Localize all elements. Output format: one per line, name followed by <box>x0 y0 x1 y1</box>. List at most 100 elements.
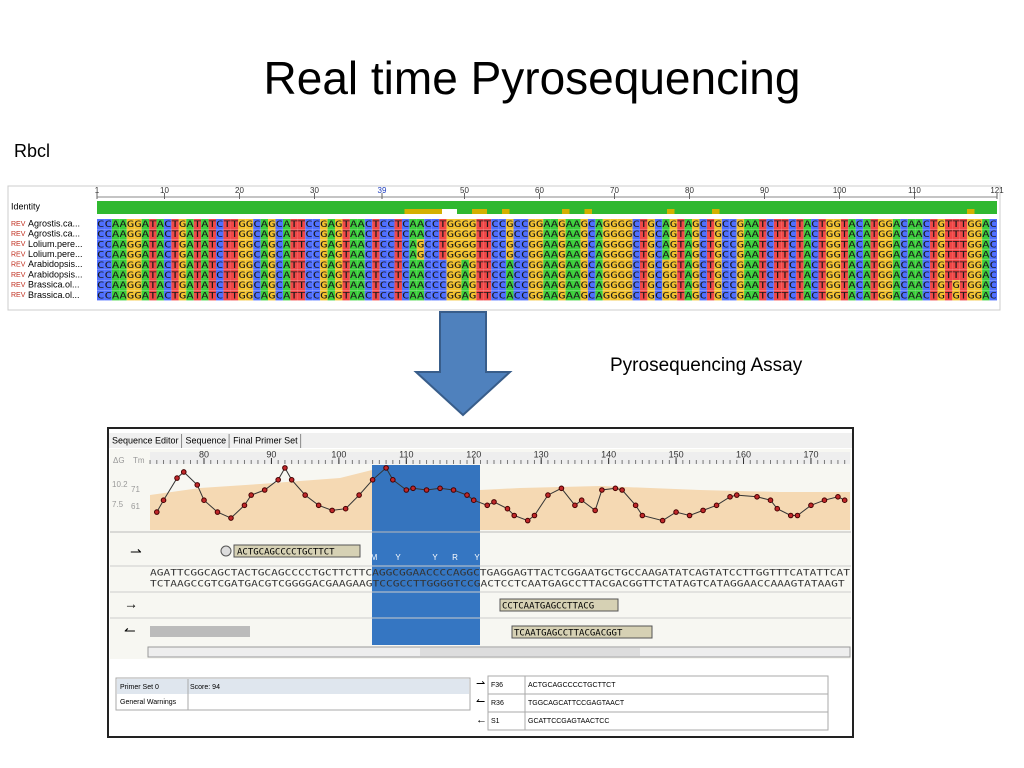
base-cell <box>216 239 224 250</box>
base-cell <box>684 249 693 260</box>
base-cell <box>959 219 968 229</box>
base-cell <box>238 249 246 260</box>
base-cell <box>952 229 960 240</box>
base-cell <box>379 249 388 260</box>
base-cell <box>877 239 886 250</box>
base-cell <box>498 290 507 301</box>
base-cell <box>863 259 871 270</box>
scroll-thumb[interactable] <box>420 648 640 656</box>
base-cell <box>811 249 819 260</box>
base-cell <box>431 229 440 240</box>
base-cell <box>974 229 983 240</box>
base-cell <box>513 270 521 280</box>
row-tag: REV <box>11 231 26 238</box>
base-cell <box>253 280 261 291</box>
base-cell <box>260 229 269 240</box>
base-cell <box>639 259 648 270</box>
base-cell <box>201 219 209 229</box>
base-cell <box>171 249 179 260</box>
base-cell <box>818 239 826 250</box>
base-cell <box>468 290 477 301</box>
tab[interactable]: Sequence <box>186 435 227 445</box>
base-cell <box>305 229 313 240</box>
base-cell <box>268 239 276 250</box>
base-cell <box>230 290 239 301</box>
base-cell <box>825 280 834 291</box>
tm-point <box>835 494 841 500</box>
base-cell <box>625 259 633 270</box>
base-cell <box>357 280 365 291</box>
base-cell <box>97 219 105 229</box>
base-cell <box>446 290 455 301</box>
base-cell <box>610 239 618 250</box>
base-cell <box>662 249 670 260</box>
base-cell <box>394 280 402 291</box>
base-cell <box>558 280 566 291</box>
base-cell <box>818 270 826 280</box>
base-cell <box>401 249 410 260</box>
base-cell <box>163 239 172 250</box>
tm-point <box>774 505 781 512</box>
base-cell <box>506 270 514 280</box>
tm-point <box>403 487 410 493</box>
base-cell <box>111 280 120 291</box>
row-sequence: CCAAGGATACTGATATCTTGGCAGCATTCCGAGTAACTCC… <box>97 271 997 281</box>
base-cell <box>156 219 164 229</box>
base-cell <box>788 249 797 260</box>
base-cell <box>141 270 150 280</box>
base-cell <box>885 219 893 229</box>
base-cell <box>513 290 521 301</box>
base-cell <box>372 229 380 240</box>
base-cell <box>268 270 276 280</box>
base-cell <box>364 239 373 250</box>
base-cell <box>171 259 179 270</box>
base-cell <box>446 259 455 270</box>
base-cell <box>930 270 938 280</box>
ruler-label: 20 <box>235 186 244 195</box>
base-cell <box>335 219 343 229</box>
base-cell <box>989 239 997 250</box>
ruler-label: 50 <box>460 186 469 195</box>
base-cell <box>573 249 581 260</box>
base-cell <box>454 239 462 250</box>
base-cell <box>550 219 559 229</box>
tab[interactable]: Sequence Editor <box>112 435 179 445</box>
primer-box <box>499 598 619 612</box>
base-cell <box>721 249 730 260</box>
base-cell <box>357 290 365 301</box>
base-cell <box>989 290 997 301</box>
base-cell <box>320 259 328 270</box>
base-cell <box>573 219 581 229</box>
base-cell <box>327 280 336 291</box>
primer-gray <box>150 626 250 637</box>
tm-point <box>342 505 349 512</box>
base-cell <box>714 219 722 229</box>
base-cell <box>989 249 997 260</box>
base-cell <box>744 259 752 270</box>
base-cell <box>357 239 365 250</box>
base-cell <box>565 259 574 270</box>
base-cell <box>97 239 105 250</box>
ruler-label: 160 <box>736 449 751 459</box>
base-cell <box>647 249 655 260</box>
base-cell <box>788 219 797 229</box>
base-cell <box>97 280 105 291</box>
base-cell <box>335 270 343 280</box>
base-cell <box>647 270 655 280</box>
base-cell <box>468 270 477 280</box>
base-cell <box>528 239 536 250</box>
base-cell <box>431 259 440 270</box>
base-cell <box>706 229 715 240</box>
base-cell <box>483 249 492 260</box>
tab[interactable]: Final Primer Set <box>233 435 298 445</box>
base-cell <box>758 219 767 229</box>
ruler-label: 110 <box>908 186 921 195</box>
base-cell <box>758 290 767 301</box>
tm-point <box>754 494 760 500</box>
base-cell <box>491 239 499 250</box>
base-cell <box>498 270 507 280</box>
down-arrow <box>413 311 513 417</box>
base-cell <box>833 219 841 229</box>
base-cell <box>706 239 715 250</box>
base-cell <box>684 239 693 250</box>
